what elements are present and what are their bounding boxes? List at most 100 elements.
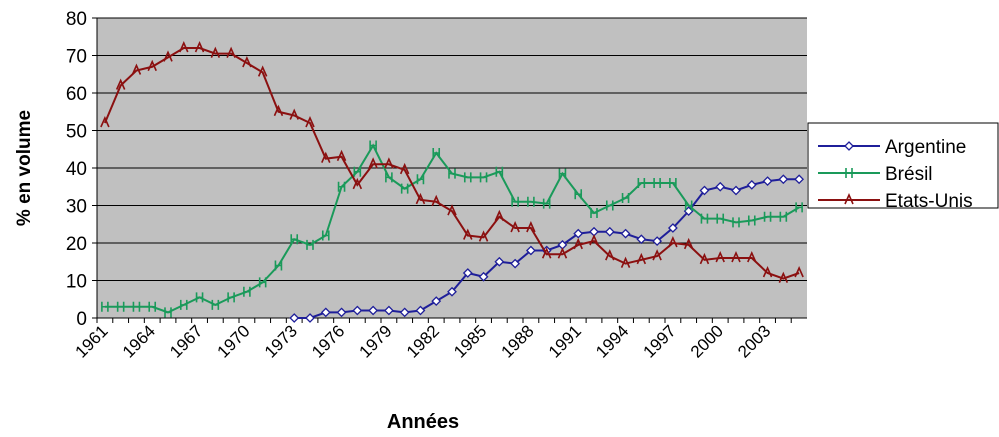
marker: [305, 313, 315, 323]
marker: [306, 239, 314, 250]
x-tick-label: 1991: [545, 321, 585, 361]
x-tick-label: 1994: [592, 321, 632, 361]
marker: [211, 299, 220, 310]
y-axis-title: % en volume: [14, 110, 35, 226]
marker: [620, 256, 631, 268]
marker: [115, 78, 126, 90]
marker: [352, 305, 363, 316]
marker: [101, 301, 109, 312]
marker: [432, 148, 441, 158]
legend-label: Argentine: [885, 137, 966, 158]
x-tick-label: 1976: [308, 321, 348, 361]
marker: [289, 313, 300, 323]
marker: [525, 245, 536, 256]
x-tick-label: 1985: [450, 321, 490, 361]
marker: [164, 307, 172, 318]
y-tick-label: 40: [66, 159, 87, 180]
x-tick-label: 1982: [403, 321, 443, 361]
marker: [762, 266, 773, 278]
marker: [510, 221, 520, 233]
marker: [116, 301, 125, 312]
marker: [399, 162, 410, 175]
marker: [368, 157, 378, 169]
marker: [321, 151, 331, 163]
marker: [148, 301, 157, 312]
marker: [305, 116, 315, 128]
marker: [194, 41, 205, 53]
marker: [274, 260, 283, 271]
marker: [258, 277, 267, 288]
marker: [462, 268, 473, 278]
marker: [448, 168, 456, 179]
marker: [589, 234, 599, 246]
marker: [667, 223, 678, 233]
marker: [195, 292, 204, 303]
marker: [668, 236, 678, 248]
marker: [384, 157, 394, 169]
marker: [447, 286, 457, 297]
marker: [778, 174, 789, 185]
marker: [494, 256, 505, 267]
marker: [100, 116, 110, 128]
x-tick-label: 1967: [166, 321, 206, 361]
marker: [794, 266, 804, 278]
marker: [605, 249, 615, 261]
marker: [385, 172, 393, 183]
marker: [399, 307, 410, 318]
marker: [844, 141, 854, 151]
marker: [778, 271, 789, 283]
legend: [807, 122, 999, 209]
marker: [746, 179, 757, 190]
marker: [699, 252, 710, 265]
marker: [699, 185, 710, 196]
marker: [273, 104, 284, 117]
marker: [415, 192, 426, 205]
legend-label: Brésil: [885, 164, 933, 185]
marker: [558, 168, 567, 179]
marker: [605, 200, 614, 211]
marker: [416, 174, 425, 185]
marker: [731, 185, 741, 196]
marker: [636, 234, 647, 245]
marker: [652, 249, 662, 261]
marker: [574, 189, 583, 200]
series-line: [103, 47, 800, 280]
marker: [179, 299, 188, 310]
marker: [463, 228, 473, 240]
marker: [590, 208, 598, 218]
marker: [257, 65, 268, 77]
marker: [557, 247, 568, 259]
marker: [653, 178, 661, 188]
x-tick-label: 1979: [356, 321, 396, 361]
marker: [795, 202, 803, 213]
y-tick-label: 60: [66, 84, 87, 105]
marker: [243, 286, 251, 297]
marker: [368, 305, 379, 316]
marker: [541, 247, 552, 259]
marker: [463, 172, 472, 183]
y-tick-label: 30: [66, 197, 87, 218]
marker: [400, 183, 409, 194]
y-tick-label: 50: [66, 122, 87, 143]
marker: [163, 50, 173, 62]
marker: [747, 215, 756, 226]
marker: [794, 174, 805, 185]
marker: [431, 296, 442, 307]
marker: [652, 236, 663, 247]
marker: [383, 305, 394, 316]
marker: [320, 307, 331, 318]
marker: [732, 217, 740, 228]
legend-label: Etats-Unis: [885, 191, 973, 212]
marker: [321, 230, 330, 241]
marker: [336, 149, 347, 162]
marker: [511, 196, 519, 207]
marker: [227, 292, 235, 303]
marker: [731, 251, 741, 263]
marker: [447, 204, 457, 216]
marker: [636, 252, 647, 265]
marker: [478, 230, 489, 242]
x-tick-label: 1973: [261, 321, 301, 361]
marker: [779, 211, 788, 222]
marker: [715, 251, 725, 263]
marker: [132, 301, 141, 312]
